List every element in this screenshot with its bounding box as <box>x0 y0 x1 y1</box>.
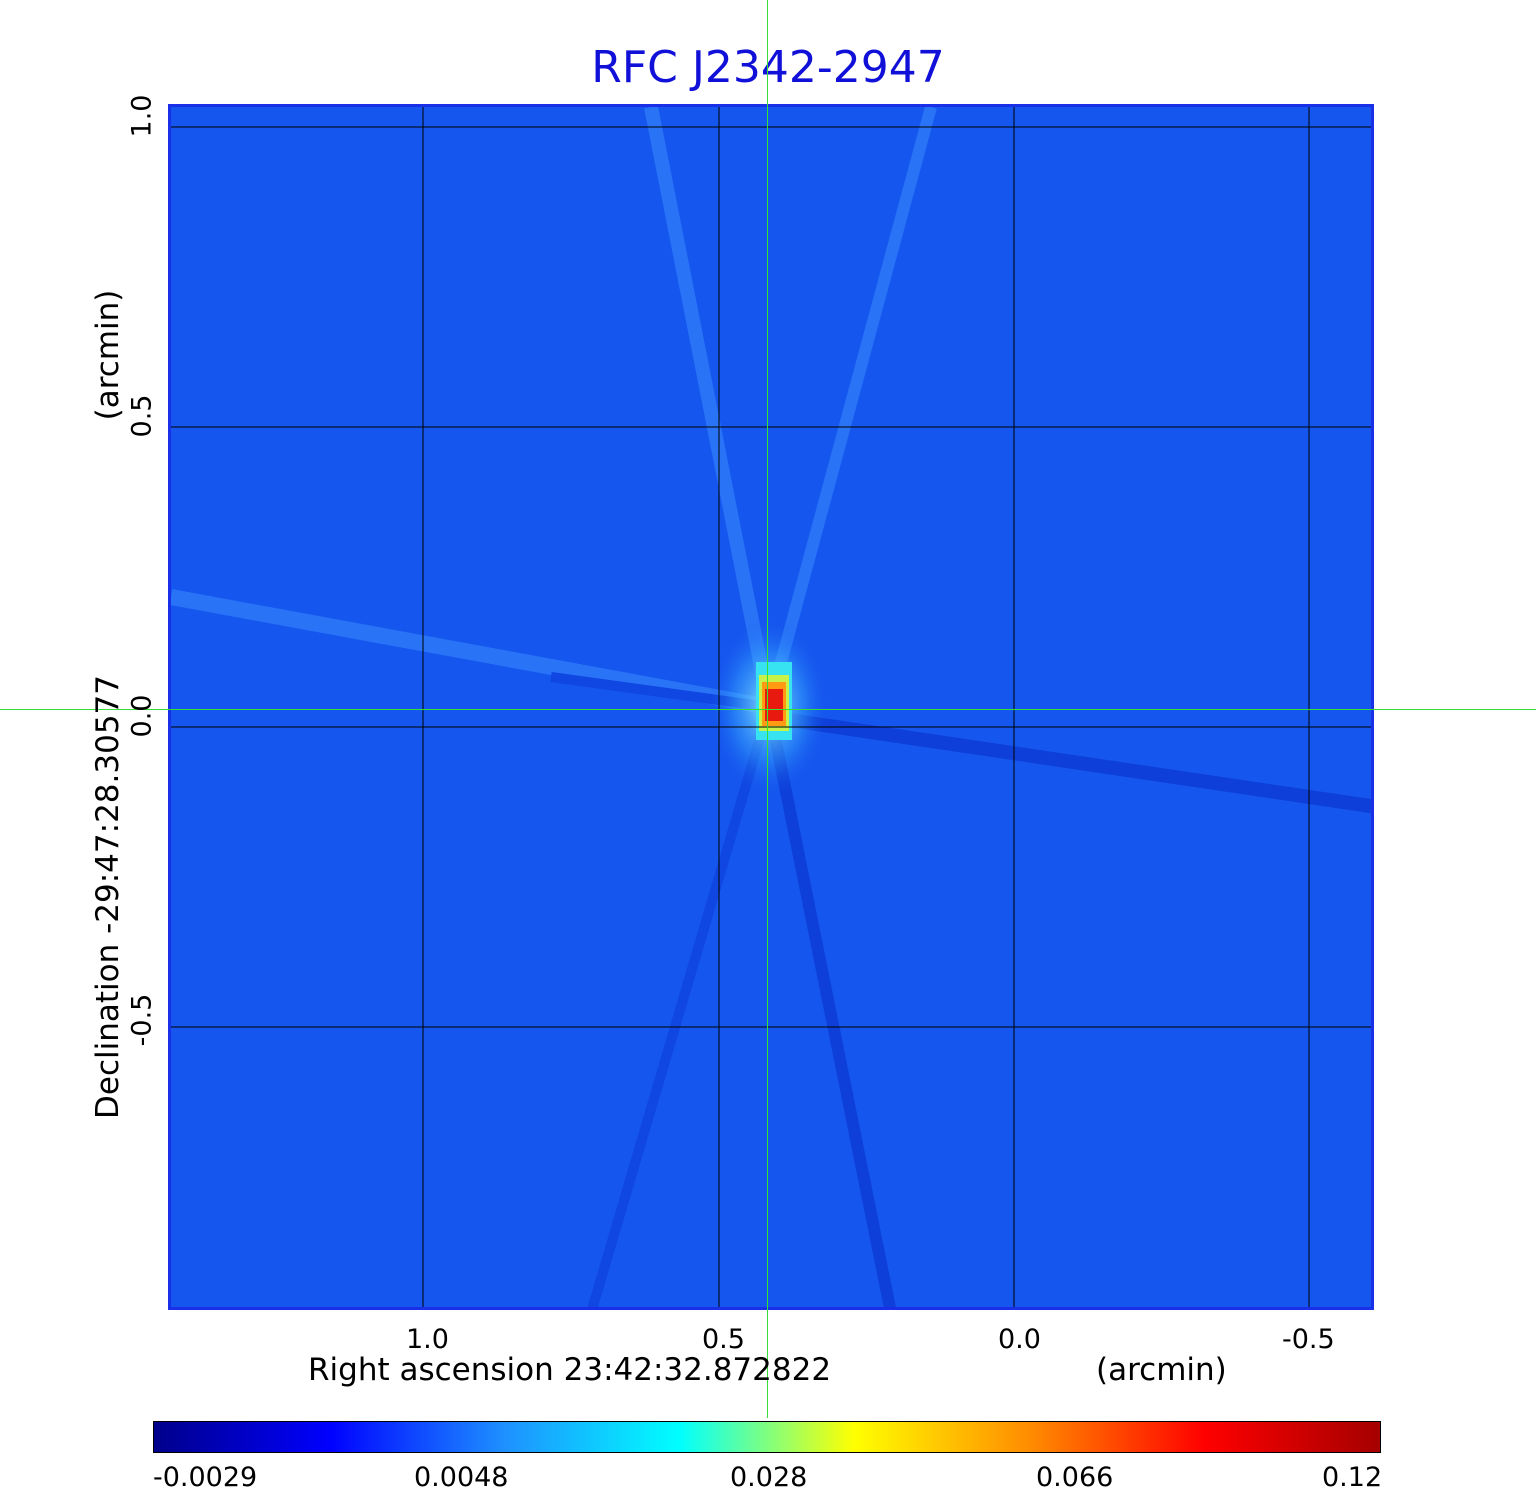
y-tick: -0.5 <box>126 993 158 1047</box>
colorbar-tick: 0.0048 <box>414 1462 509 1493</box>
x-tick: -0.5 <box>1282 1324 1335 1355</box>
y-tick: 0.5 <box>126 394 158 438</box>
colorbar-tick: 0.066 <box>1036 1462 1114 1493</box>
sidelobe-streaks <box>171 107 1371 1307</box>
x-axis-unit: (arcmin) <box>1096 1352 1227 1388</box>
coordinate-grid <box>171 107 1371 1307</box>
x-tick: 0.5 <box>702 1324 745 1355</box>
colorbar-tick: -0.0029 <box>153 1462 258 1493</box>
colorbar-tick: 0.028 <box>730 1462 808 1493</box>
radio-map-panel[interactable] <box>168 104 1374 1310</box>
colorbar-tick: 0.12 <box>1322 1462 1383 1493</box>
y-tick: 1.0 <box>126 94 158 138</box>
radio-map-image <box>171 107 1371 1307</box>
y-axis-label: Declination -29:47:28.30577 <box>90 675 126 1119</box>
crosshair-horizontal <box>0 709 1536 710</box>
map-title: RFC J2342-2947 <box>591 42 945 93</box>
colorbar <box>153 1421 1381 1453</box>
source-core <box>709 617 829 797</box>
y-tick: 0.0 <box>126 694 158 738</box>
x-tick: 0.0 <box>998 1324 1041 1355</box>
y-axis-unit: (arcmin) <box>90 289 126 421</box>
x-axis-label: Right ascension 23:42:32.872822 <box>308 1352 832 1388</box>
x-tick: 1.0 <box>406 1324 449 1355</box>
